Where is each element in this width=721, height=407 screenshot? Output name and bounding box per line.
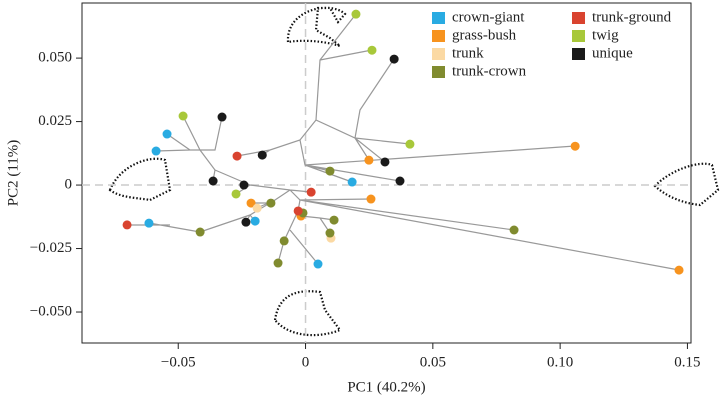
legend-label: trunk-ground (592, 9, 672, 25)
point (151, 146, 161, 156)
silhouettes (108, 6, 720, 337)
y-tick-label: −0.025 (30, 240, 72, 256)
point (293, 206, 303, 216)
point (395, 176, 405, 186)
x-axis-label: PC1 (40.2%) (347, 379, 425, 395)
point (241, 217, 251, 227)
point (266, 198, 276, 208)
point (162, 129, 172, 139)
point (313, 259, 323, 269)
x-tick-label: −0.05 (161, 354, 196, 370)
legend-swatch (432, 66, 445, 78)
point (405, 139, 415, 149)
legend-swatch (432, 30, 445, 42)
x-tick-label: 0.15 (674, 354, 700, 370)
y-tick-label: 0.025 (38, 113, 72, 129)
point (329, 215, 339, 225)
point (325, 228, 335, 238)
point (246, 198, 256, 208)
point (232, 151, 242, 161)
point (306, 187, 316, 197)
x-tick-label: 0.05 (420, 354, 446, 370)
point (257, 150, 267, 160)
legend-label: trunk-crown (452, 63, 527, 79)
point (389, 54, 399, 64)
legend-swatch (572, 12, 585, 24)
legend: crown-giant grass-bush trunk trunk-crown tru… (432, 9, 672, 79)
point (208, 176, 218, 186)
legend-label: trunk (452, 45, 484, 61)
x-tick-label: 0 (302, 354, 310, 370)
point (570, 141, 580, 151)
point (195, 227, 205, 237)
point (122, 220, 132, 230)
point (217, 112, 227, 122)
point (279, 236, 289, 246)
legend-swatch (432, 48, 445, 60)
point (250, 216, 260, 226)
y-tick-label: 0.050 (38, 50, 72, 66)
legend-swatch (432, 12, 445, 24)
legend-swatch (572, 48, 585, 60)
point (239, 180, 249, 190)
point (347, 177, 357, 187)
plot-frame (81, 2, 692, 344)
y-axis-label: PC2 (11%) (5, 140, 21, 207)
point (366, 194, 376, 204)
point (351, 9, 361, 19)
point (273, 258, 283, 268)
point (509, 225, 519, 235)
y-tick-label: −0.050 (30, 303, 72, 319)
point (380, 157, 390, 167)
point (178, 111, 188, 121)
phylogeny-branches (127, 13, 680, 271)
point (231, 189, 241, 199)
legend-label: twig (592, 27, 619, 43)
point (252, 203, 262, 213)
y-tick-label: 0 (65, 176, 73, 192)
point (364, 155, 374, 165)
legend-label: unique (592, 45, 633, 61)
x-tick-label: 0.10 (547, 354, 573, 370)
legend-swatch (572, 30, 585, 42)
point (674, 265, 684, 275)
point (144, 218, 154, 228)
point (367, 45, 377, 55)
legend-label: crown-giant (452, 9, 525, 25)
point (325, 166, 335, 176)
legend-label: grass-bush (452, 27, 517, 43)
